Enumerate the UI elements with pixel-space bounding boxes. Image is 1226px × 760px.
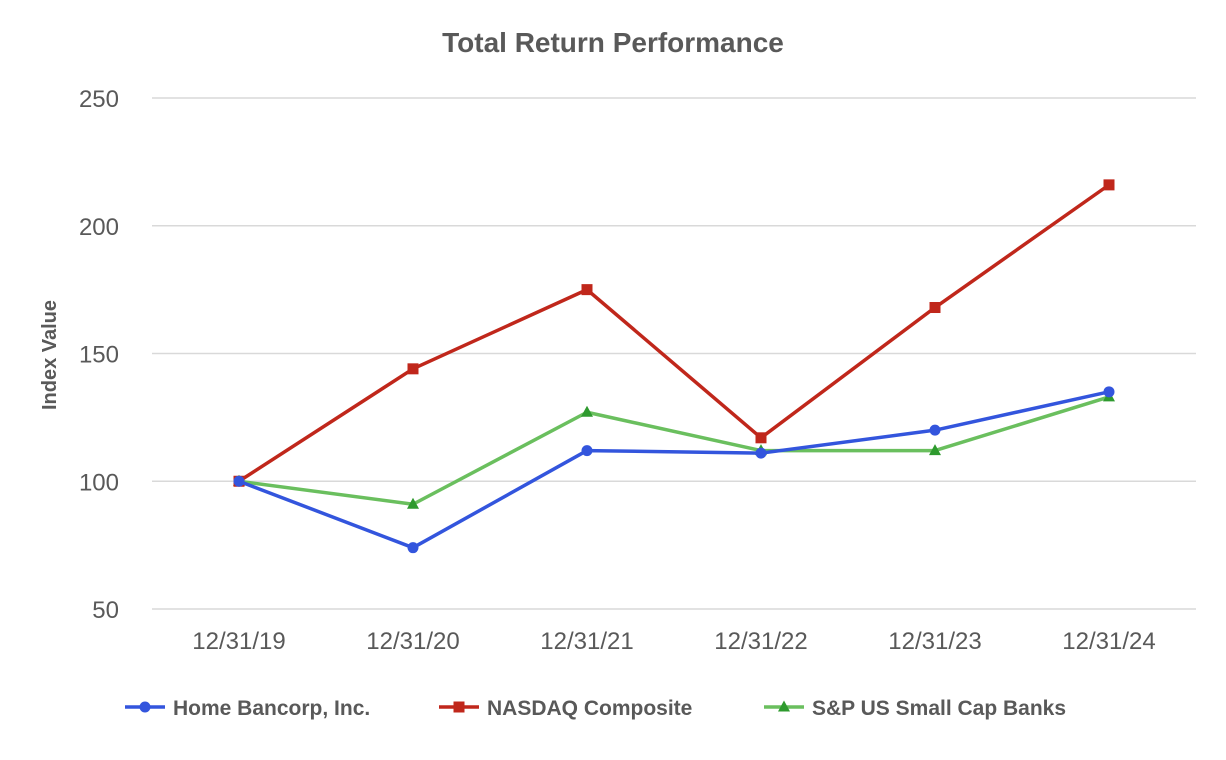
data-point [929,302,941,314]
data-point [233,475,245,487]
y-tick-label: 200 [79,214,119,241]
data-point [581,445,593,457]
legend-item-2: S&P US Small Cap Banks [764,697,1066,720]
data-point [929,444,941,456]
legend-label: Home Bancorp, Inc. [173,697,370,720]
data-point [755,432,767,444]
legend-item-0: Home Bancorp, Inc. [125,697,370,720]
y-tick-label: 150 [79,342,119,369]
series-2 [233,390,1115,509]
series-layer [233,179,1115,554]
x-tick-label: 12/31/24 [1062,628,1155,655]
legend-label: S&P US Small Cap Banks [812,697,1066,720]
data-point [755,447,767,459]
legend: Home Bancorp, Inc. NASDAQ Composite S&P US… [125,697,1066,720]
data-point [407,542,419,554]
chart-title: Total Return Performance [442,27,784,58]
x-tick-label: 12/31/20 [366,628,459,655]
data-point [581,284,593,296]
x-tick-label: 12/31/19 [192,628,285,655]
series-0 [233,386,1115,554]
series-line [238,395,1110,506]
data-point [1103,179,1115,191]
y-tick-label: 100 [79,469,119,496]
y-tick-label: 50 [92,597,119,624]
data-point [581,405,593,417]
data-point [1103,386,1115,398]
x-tick-label: 12/31/21 [540,628,633,655]
legend-marker [778,700,790,712]
legend-label: NASDAQ Composite [487,697,692,720]
series-line [238,183,1111,483]
series-line [238,390,1110,550]
y-axis-label: Index Value [39,300,61,410]
x-tick-label: 12/31/23 [888,628,981,655]
legend-item-1: NASDAQ Composite [439,697,692,720]
legend-marker [453,701,465,713]
data-point [929,424,941,436]
grid-layer [152,97,1196,610]
y-tick-label: 250 [79,86,119,113]
data-point [407,497,419,509]
y-tick-labels: 50 100 150 200 250 [79,86,119,624]
x-tick-labels: 12/31/19 12/31/20 12/31/21 12/31/22 12/31/23… [192,628,1155,655]
legend-marker [139,701,151,713]
x-tick-label: 12/31/22 [714,628,807,655]
data-point [407,363,419,375]
